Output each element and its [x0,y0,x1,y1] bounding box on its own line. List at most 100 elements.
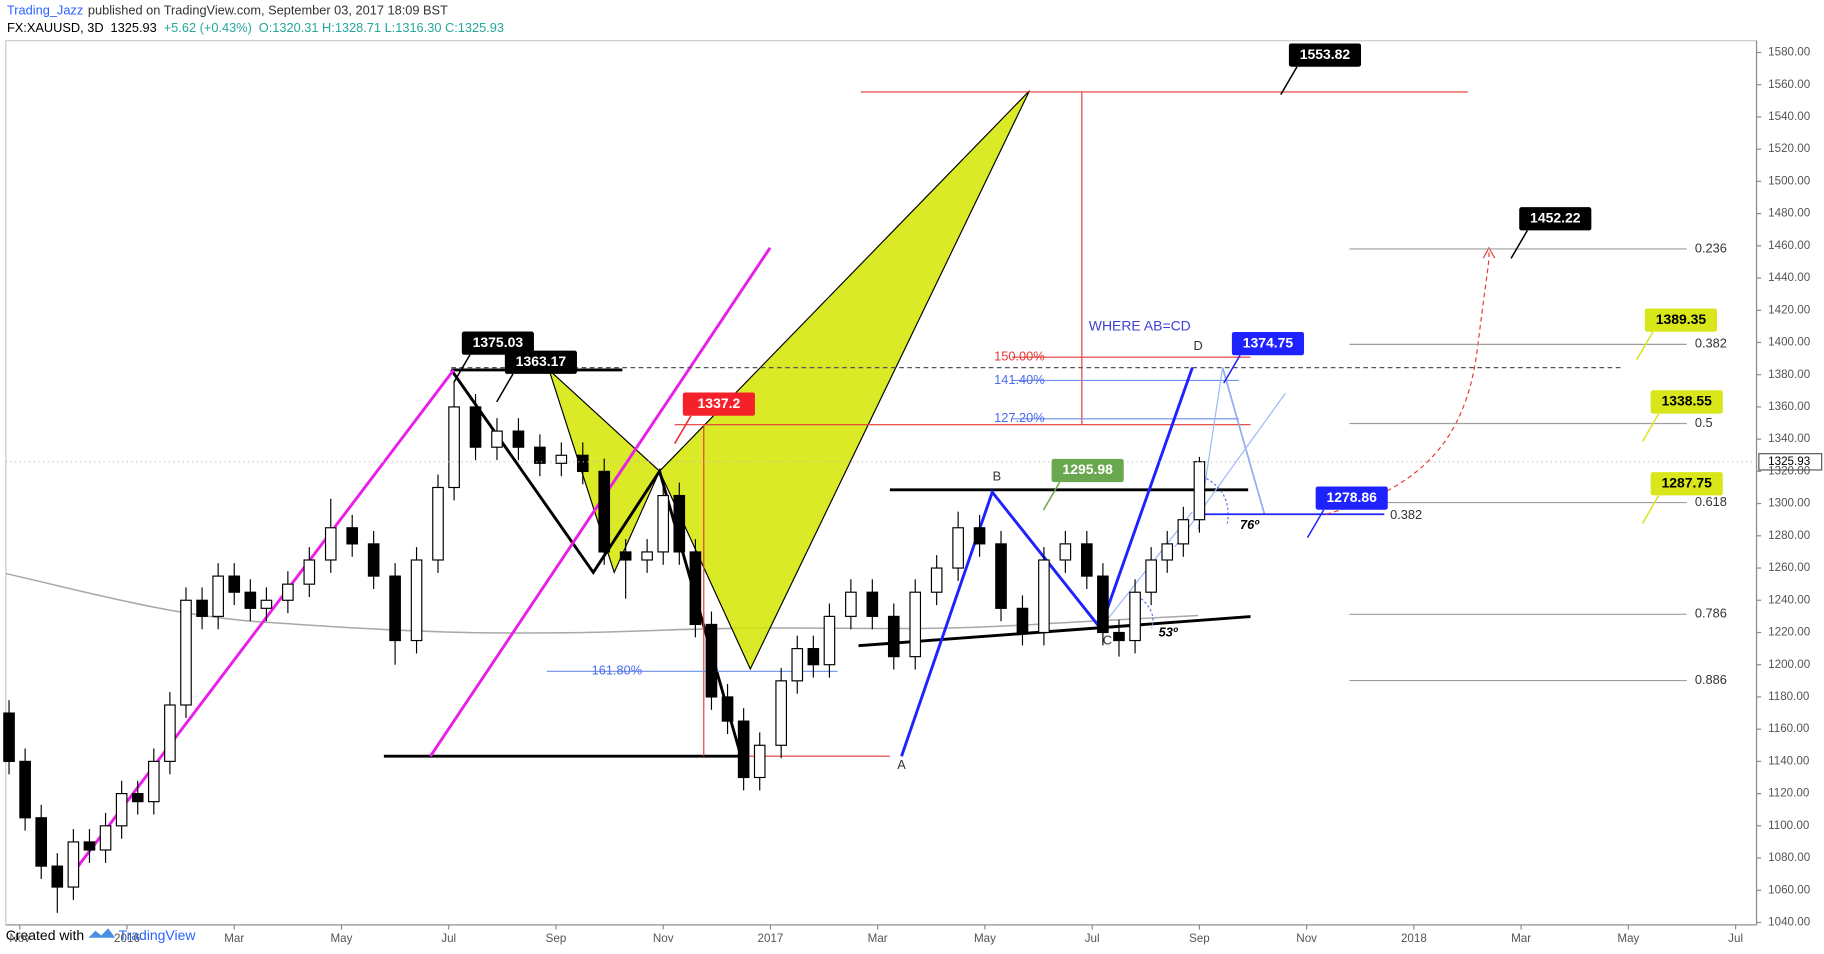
candle-body [823,615,836,666]
price-label-pointer [1280,66,1298,96]
price-label: 1389.35 [1656,311,1707,327]
ohlc: O:1320.31 H:1328.71 L:1316.30 C:1325.93 [259,20,504,35]
y-tick-label: 1080.00 [1768,851,1811,864]
candle-body [791,648,804,682]
y-tick-label: 1340.00 [1768,432,1811,445]
y-tick-label: 1540.00 [1768,110,1811,123]
publisher[interactable]: Trading_Jazz [7,3,83,18]
candle-body [619,551,632,561]
candle-body [115,793,128,827]
candle-body [367,543,380,577]
y-tick-label: 1200.00 [1768,658,1811,671]
brand-logo [88,928,116,938]
angle-label: 76º [1240,517,1260,532]
angle-label: 53º [1159,624,1179,639]
candle-body [845,591,857,617]
candle-body [51,865,64,888]
candle-body [1161,543,1174,561]
candle-body [807,648,820,666]
price-label-pointer [1042,481,1061,511]
x-tick-label: May [330,932,352,945]
change: +5.62 (+0.43%) [164,20,252,35]
y-tick-label: 1420.00 [1768,303,1811,316]
y-tick-label: 1280.00 [1768,529,1811,542]
pattern-fill [658,90,1031,671]
y-tick-label: 1480.00 [1768,207,1811,220]
price-label-box [682,392,755,416]
price-label-pointer [496,373,514,403]
y-tick-label: 1360.00 [1768,400,1811,413]
price-label: 1295.98 [1062,461,1113,477]
candle-body [131,793,144,803]
price-label: 1553.82 [1300,46,1351,62]
y-tick-label: 1320.00 [1768,464,1811,477]
y-tick-label: 1500.00 [1768,174,1811,187]
candle-body [35,817,48,867]
candle-body [147,760,160,803]
candle-body [555,454,568,464]
x-tick-label: Nov [9,932,30,945]
overlay: 1325.93 1553.82 1452.22 1375.03 1363.17 1337.… [5,43,1823,539]
y-tick-label: 1160.00 [1768,722,1810,735]
x-tick-label: Jul [441,932,456,945]
price-label-box [1315,486,1388,510]
percent-label: 141.40% [994,372,1044,387]
candle-body [83,841,96,851]
y-tick-label: 1300.00 [1768,497,1811,510]
y-tick-label: 1100.00 [1768,819,1810,832]
candle-body [737,720,750,779]
candle-body [1145,559,1157,593]
candle-body [244,591,257,609]
y-tick-label: 1520.00 [1768,142,1811,155]
price-label-box [1519,207,1592,231]
candle-body [995,543,1007,609]
price-label: 1278.86 [1326,489,1377,505]
candle-body [324,527,337,561]
fib-label: 0.5 [1695,415,1713,430]
candle-body [657,494,670,553]
price-label-box [1650,390,1723,414]
candle-body [196,599,208,617]
candle-body [469,406,482,448]
y-tick-label: 1120.00 [1768,787,1810,800]
candle-body [1059,543,1072,561]
price-label: 1337.2 [698,395,741,411]
footer-brand[interactable]: TradingView [119,927,197,943]
point-label: B [993,468,1002,483]
price-label-box [504,350,577,374]
projection-curve [1325,248,1490,515]
y-tick-label: 1580.00 [1768,46,1811,59]
y-tick-label: 1380.00 [1768,368,1811,381]
note: WHERE AB=CD [1089,318,1191,334]
percent-label: 161.80% [592,663,642,678]
price-label-box [1051,458,1124,483]
candle-body [534,446,546,464]
fib-label: 0.886 [1695,672,1727,687]
candle-body [753,744,766,779]
angle-line [1174,392,1286,548]
y-tick-label: 1060.00 [1768,883,1811,896]
plot-frame [5,40,1758,926]
angle-arc [1137,595,1154,629]
candle-body [303,559,316,585]
x-tick-label: Jul [1728,932,1743,945]
price-label-box [1288,43,1362,67]
fib-label: 0.382 [1695,336,1727,351]
y-tick-label: 1040.00 [1768,916,1811,929]
point-label: A [897,757,906,772]
candle-body [952,527,964,569]
y-tick-label: 1240.00 [1768,593,1811,606]
candle-body [260,599,273,609]
price-label-box [1650,472,1723,496]
candle-body [212,575,224,617]
price-label: 1375.03 [473,334,524,350]
price-label-box [461,331,534,355]
candle-body [389,575,401,642]
candle-body [705,623,718,698]
x-tick-label: Sep [546,932,567,945]
price-label: 1363.17 [516,353,567,369]
fib-label: 0.618 [1695,494,1727,509]
point-label: D [1194,338,1203,353]
arrow-head [1482,246,1496,259]
